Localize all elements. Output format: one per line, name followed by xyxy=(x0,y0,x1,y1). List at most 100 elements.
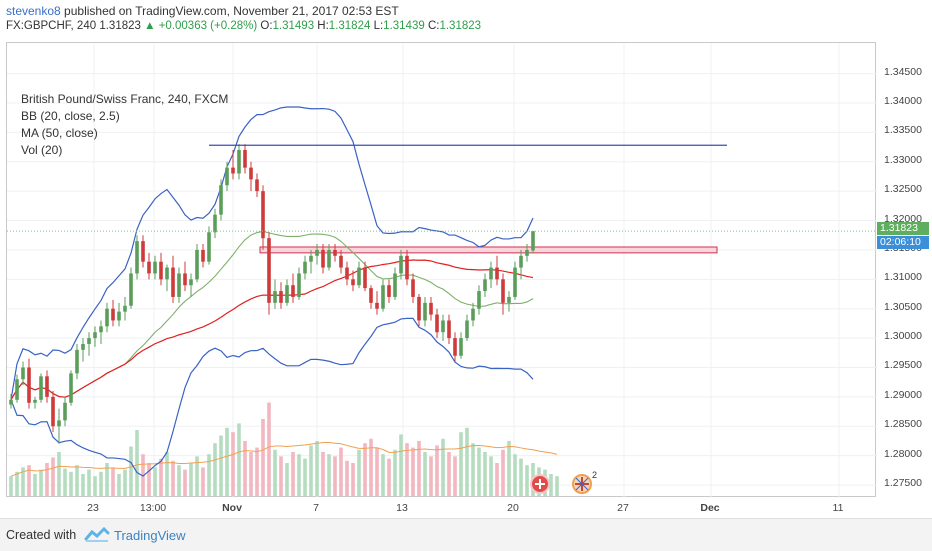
candle-body xyxy=(93,332,97,339)
candle-body xyxy=(261,191,265,239)
chart-header: stevenko8 published on TradingView.com, … xyxy=(0,0,932,38)
candle xyxy=(321,244,325,274)
candle xyxy=(405,249,409,286)
volume-bar xyxy=(513,454,517,496)
time-axis[interactable]: 23 13:00 Nov 7 13 20 27 Dec 11 xyxy=(6,497,876,517)
candle xyxy=(303,255,307,280)
candle xyxy=(177,267,181,303)
candle-body xyxy=(159,261,163,280)
candle xyxy=(393,267,397,300)
candle-body xyxy=(243,149,247,168)
last-price: 1.31823 xyxy=(99,20,141,32)
candle-body xyxy=(255,179,259,192)
candle-body xyxy=(351,279,355,286)
candle xyxy=(423,296,427,327)
candle-body xyxy=(423,302,427,321)
candle xyxy=(501,273,505,315)
volume-bar xyxy=(369,438,373,496)
candle xyxy=(489,261,493,289)
tradingview-logo-icon[interactable] xyxy=(84,526,110,549)
candlestick-chart[interactable]: 2 xyxy=(7,43,877,498)
candle xyxy=(333,244,337,262)
candle xyxy=(51,391,55,433)
volume-bar xyxy=(405,443,409,496)
up-arrow-icon: ▲ xyxy=(144,20,156,32)
volume-bar xyxy=(321,452,325,496)
volume-bar xyxy=(393,449,397,496)
candle xyxy=(243,144,247,174)
legend-vol[interactable]: Vol (20) xyxy=(21,143,63,157)
candle xyxy=(99,320,103,344)
candle xyxy=(453,332,457,362)
candle-body xyxy=(471,308,475,321)
economic-event-icon[interactable] xyxy=(530,474,550,494)
candle-body xyxy=(225,167,229,186)
candle-body xyxy=(165,267,169,280)
candle-body xyxy=(117,311,121,321)
price-tick-label: 1.33000 xyxy=(884,153,922,166)
candle xyxy=(447,314,451,344)
price-tick-label: 1.29500 xyxy=(884,359,922,372)
uk-flag-event-icon[interactable]: 2 xyxy=(572,470,597,494)
candle xyxy=(105,302,109,333)
volume-bar xyxy=(75,465,79,496)
legend-ma[interactable]: MA (50, close) xyxy=(21,126,98,140)
volume-ma-line xyxy=(10,442,558,477)
bollinger-basis-line xyxy=(10,230,534,401)
candle xyxy=(435,308,439,339)
candle xyxy=(369,285,373,309)
symbol-ohlc-line: FX:GBPCHF, 240 1.31823 ▲ +0.00363 (+0.28… xyxy=(6,20,481,32)
price-tick-label: 1.28000 xyxy=(884,447,922,460)
candle xyxy=(375,291,379,315)
candle xyxy=(159,252,163,286)
volume-bar xyxy=(339,447,343,496)
candle xyxy=(219,179,223,221)
candle xyxy=(33,396,37,409)
price-tick-label: 1.33500 xyxy=(884,124,922,137)
volume-bar xyxy=(297,454,301,496)
candle xyxy=(63,396,67,427)
candle-body xyxy=(69,373,73,403)
candle xyxy=(417,294,421,327)
chart-pane[interactable]: 2 British Pound/Swiss Franc, 240, FXCM B… xyxy=(6,42,877,498)
candle-body xyxy=(219,185,223,215)
candle xyxy=(213,208,217,239)
legend-bb[interactable]: BB (20, close, 2.5) xyxy=(21,109,120,123)
candle-body xyxy=(141,241,145,262)
candle-body xyxy=(393,273,397,297)
volume-bar xyxy=(255,447,259,496)
candle-body xyxy=(483,279,487,292)
candle-body xyxy=(489,267,493,280)
candle-body xyxy=(249,167,253,180)
candle-body xyxy=(375,302,379,309)
volume-bar xyxy=(309,445,313,496)
candle xyxy=(81,338,85,362)
candle-body xyxy=(183,273,187,286)
candle-body xyxy=(27,367,31,403)
volume-bar xyxy=(237,423,241,496)
volume-bar xyxy=(171,460,175,496)
volume-bar xyxy=(315,441,319,496)
candle-body xyxy=(441,320,445,333)
candle xyxy=(147,252,151,280)
candle-body xyxy=(99,326,103,333)
price-tick-label: 1.34000 xyxy=(884,94,922,107)
open-value: 1.31493 xyxy=(272,20,315,32)
price-tick-label: 1.27500 xyxy=(884,477,922,490)
candle xyxy=(465,314,469,342)
author-link[interactable]: stevenko8 xyxy=(6,4,61,18)
price-axis[interactable]: 1.34500 1.34000 1.33500 1.33000 1.32500 1.320… xyxy=(876,42,932,497)
volume-bar xyxy=(87,469,91,496)
volume-bar xyxy=(345,460,349,496)
volume-bar xyxy=(453,456,457,496)
volume-bar xyxy=(189,463,193,496)
volume-bar xyxy=(471,443,475,496)
candle-body xyxy=(111,308,115,321)
price-tick-label: 1.34500 xyxy=(884,65,922,78)
candle xyxy=(189,273,193,297)
volume-bar xyxy=(45,463,49,496)
tradingview-brand-link[interactable]: TradingView xyxy=(114,528,186,543)
candle-body xyxy=(495,267,499,280)
candle xyxy=(141,235,145,268)
volume-bar xyxy=(273,449,277,496)
